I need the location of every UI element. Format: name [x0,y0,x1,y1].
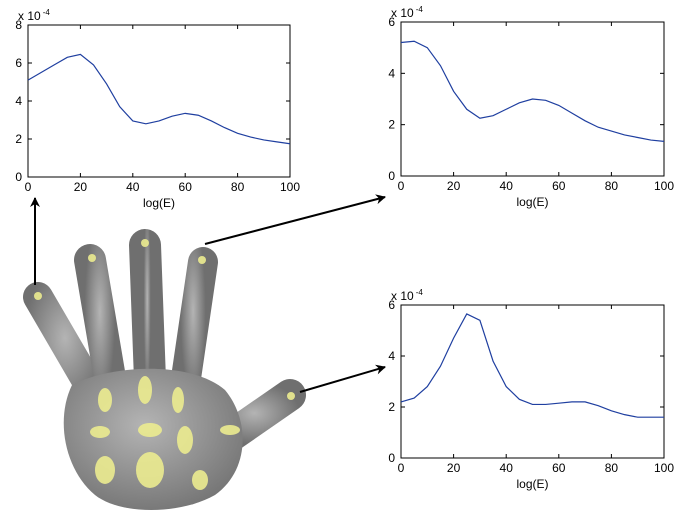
multiplier-base: x 10 [18,9,41,23]
multiplier-base: x 10 [391,289,414,303]
y-tick-label: 6 [388,15,395,29]
x-tick-label: 60 [552,179,566,193]
multiplier: x 10 -4 [391,288,423,303]
x-tick-label: 60 [179,180,193,194]
x-tick-label: 80 [605,461,619,475]
multiplier-exponent: -4 [416,288,424,297]
arrows [30,194,386,393]
y-tick-label: 0 [15,170,22,184]
x-tick-label: 20 [74,180,88,194]
x-tick-label: 100 [280,180,300,194]
hand [23,229,306,510]
x-tick-label: 80 [231,180,245,194]
y-tick-label: 6 [388,298,395,312]
data-line [400,40,665,142]
y-tick-label: 4 [15,94,22,108]
y-tick-label: 4 [388,66,395,80]
y-tick-label: 2 [388,400,395,414]
chart: 0 20 40 60 80 100 0 2 4 6 8 log(E) x 10 -4 [15,8,300,210]
multiplier: x 10 -4 [391,5,423,20]
x-tick-label: 100 [654,461,674,475]
data-line [400,313,664,418]
multiplier-base: x 10 [391,6,414,20]
x-tick-label: 0 [398,461,405,475]
x-axis-label: log(E) [516,195,548,209]
x-tick-label: 80 [605,179,619,193]
x-axis-label: log(E) [143,196,175,210]
x-tick-label: 60 [552,461,566,475]
x-tick-label: 40 [126,180,140,194]
x-tick-label: 0 [398,179,405,193]
x-tick-label: 100 [654,179,674,193]
x-tick-label: 0 [25,180,32,194]
multiplier: x 10 -4 [18,8,50,23]
y-tick-label: 6 [15,56,22,70]
y-tick-label: 8 [15,18,22,32]
multiplier-exponent: -4 [416,5,424,14]
chart: 0 20 40 60 80 100 0 2 4 6 log(E) x 10 -4 [388,288,674,491]
y-tick-label: 2 [15,132,22,146]
x-tick-label: 40 [500,179,514,193]
y-tick-label: 0 [388,451,395,465]
x-tick-label: 40 [500,461,514,475]
y-tick-label: 0 [388,169,395,183]
x-tick-label: 20 [447,461,461,475]
plot-frame [400,304,665,459]
x-axis-label: log(E) [516,477,548,491]
x-tick-label: 20 [447,179,461,193]
multiplier-exponent: -4 [43,8,51,17]
plot-frame [27,24,291,178]
data-line [27,53,291,145]
y-tick-label: 2 [388,118,395,132]
chart: 0 20 40 60 80 100 0 2 4 6 log(E) x 10 -4 [388,5,674,209]
y-tick-label: 4 [388,349,395,363]
